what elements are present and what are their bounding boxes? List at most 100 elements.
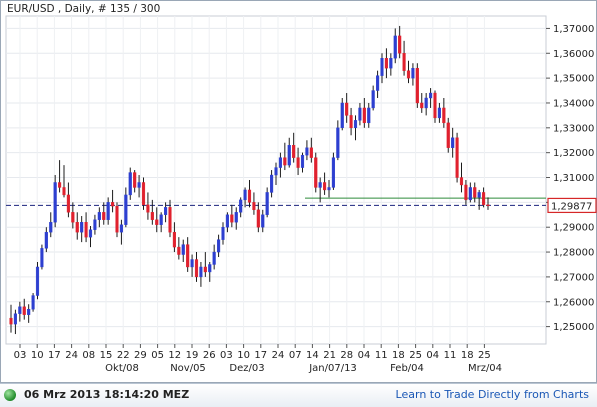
candle-body [203, 266, 207, 273]
candle-body [429, 92, 433, 99]
x-tick-label: 10 [31, 350, 44, 361]
x-month-label: Jan/07/13 [308, 363, 357, 374]
candle-body [80, 222, 84, 233]
candle-body [18, 306, 22, 314]
y-tick-label: 1,34000 [553, 98, 594, 109]
candle-body [84, 222, 88, 238]
candle-body [371, 90, 375, 109]
candle-body [22, 306, 26, 315]
candle-body [274, 167, 278, 176]
candle-body [44, 231, 48, 249]
candle-body [58, 182, 62, 188]
candle-body [318, 182, 322, 188]
candle-body [93, 219, 97, 230]
candle-body [53, 182, 57, 223]
candle-body [362, 107, 366, 124]
candle-body [137, 182, 141, 188]
y-tick-label: 1,29000 [553, 223, 594, 234]
candle-body [225, 214, 229, 228]
candle-body [305, 147, 309, 156]
candle-body [106, 202, 110, 220]
candle-body [111, 202, 115, 207]
candle-body [146, 204, 150, 213]
x-tick-label: 10 [237, 350, 250, 361]
candle-body [433, 92, 437, 119]
candle-body [9, 317, 13, 325]
candle-body [208, 264, 212, 273]
candle-body [384, 58, 388, 69]
candle-body [340, 102, 344, 129]
candle-body [376, 75, 380, 91]
candle-body [300, 154, 305, 168]
candle-body [150, 212, 154, 220]
candle-body [353, 120, 358, 129]
x-tick-label: 08 [82, 350, 95, 361]
x-tick-label: 12 [168, 350, 181, 361]
chart-title: EUR/USD , Daily, # 135 / 300 [7, 3, 160, 15]
candle-body [181, 244, 185, 255]
candle-body [128, 172, 132, 196]
x-tick-label: 29 [134, 350, 147, 361]
candle-body [62, 187, 66, 196]
candle-body [309, 147, 313, 158]
candle-body [455, 137, 459, 178]
y-tick-label: 1,25000 [553, 322, 594, 333]
candle-body [234, 212, 238, 223]
candle-body [190, 259, 194, 268]
candle-body [155, 219, 159, 225]
candle-body [243, 189, 247, 201]
y-tick-label: 1,35000 [553, 74, 594, 85]
x-tick-label: 14 [306, 350, 319, 361]
candle-body [451, 137, 455, 148]
x-tick-label: 18 [461, 350, 474, 361]
candle-body [296, 157, 300, 168]
candle-body [283, 157, 287, 166]
x-month-label: Feb/04 [390, 363, 424, 374]
candle-body [102, 212, 106, 220]
candle-body [398, 35, 402, 54]
candlestick-chart: 1,250001,260001,270001,280001,290001,300… [5, 3, 597, 374]
x-tick-label: 15 [100, 350, 113, 361]
candle-body [217, 239, 221, 253]
x-tick-label: 17 [48, 350, 61, 361]
candle-body [406, 70, 411, 79]
learn-to-trade-link[interactable]: Learn to Trade Directly from Charts [395, 388, 589, 401]
candle-body [71, 212, 75, 223]
y-tick-label: 1,26000 [553, 297, 594, 308]
candle-body [199, 266, 203, 278]
candle-body [141, 182, 146, 206]
candle-body [442, 107, 446, 124]
candle-body [367, 107, 371, 124]
candle-body [13, 313, 17, 325]
x-tick-label: 21 [323, 350, 336, 361]
candle-body [186, 244, 190, 268]
y-tick-label: 1,36000 [553, 49, 594, 60]
candle-body [261, 214, 265, 228]
candle-body [473, 187, 477, 198]
y-tick-label: 1,31000 [553, 173, 594, 184]
x-tick-label: 25 [478, 350, 491, 361]
candle-body [31, 295, 35, 310]
candle-body [177, 246, 181, 255]
candle-body [172, 231, 176, 248]
candle-body [380, 58, 384, 76]
candle-body [88, 229, 93, 238]
candle-body [486, 204, 490, 207]
status-dot-icon [4, 389, 16, 401]
candle-body [437, 107, 441, 119]
x-tick-label: 11 [444, 350, 457, 361]
candle-body [164, 207, 168, 215]
candle-body [327, 187, 331, 191]
x-tick-label: 24 [272, 350, 285, 361]
candle-body [287, 145, 291, 166]
candle-body [468, 187, 472, 201]
candle-body [270, 174, 274, 193]
candle-body [292, 145, 296, 158]
candle-body [389, 58, 393, 69]
candle-body [239, 199, 243, 213]
candle-body [459, 177, 464, 186]
x-tick-label: 19 [186, 350, 199, 361]
x-month-label: Okt/08 [105, 363, 139, 374]
candle-body [411, 67, 415, 79]
candle-body [256, 209, 260, 228]
